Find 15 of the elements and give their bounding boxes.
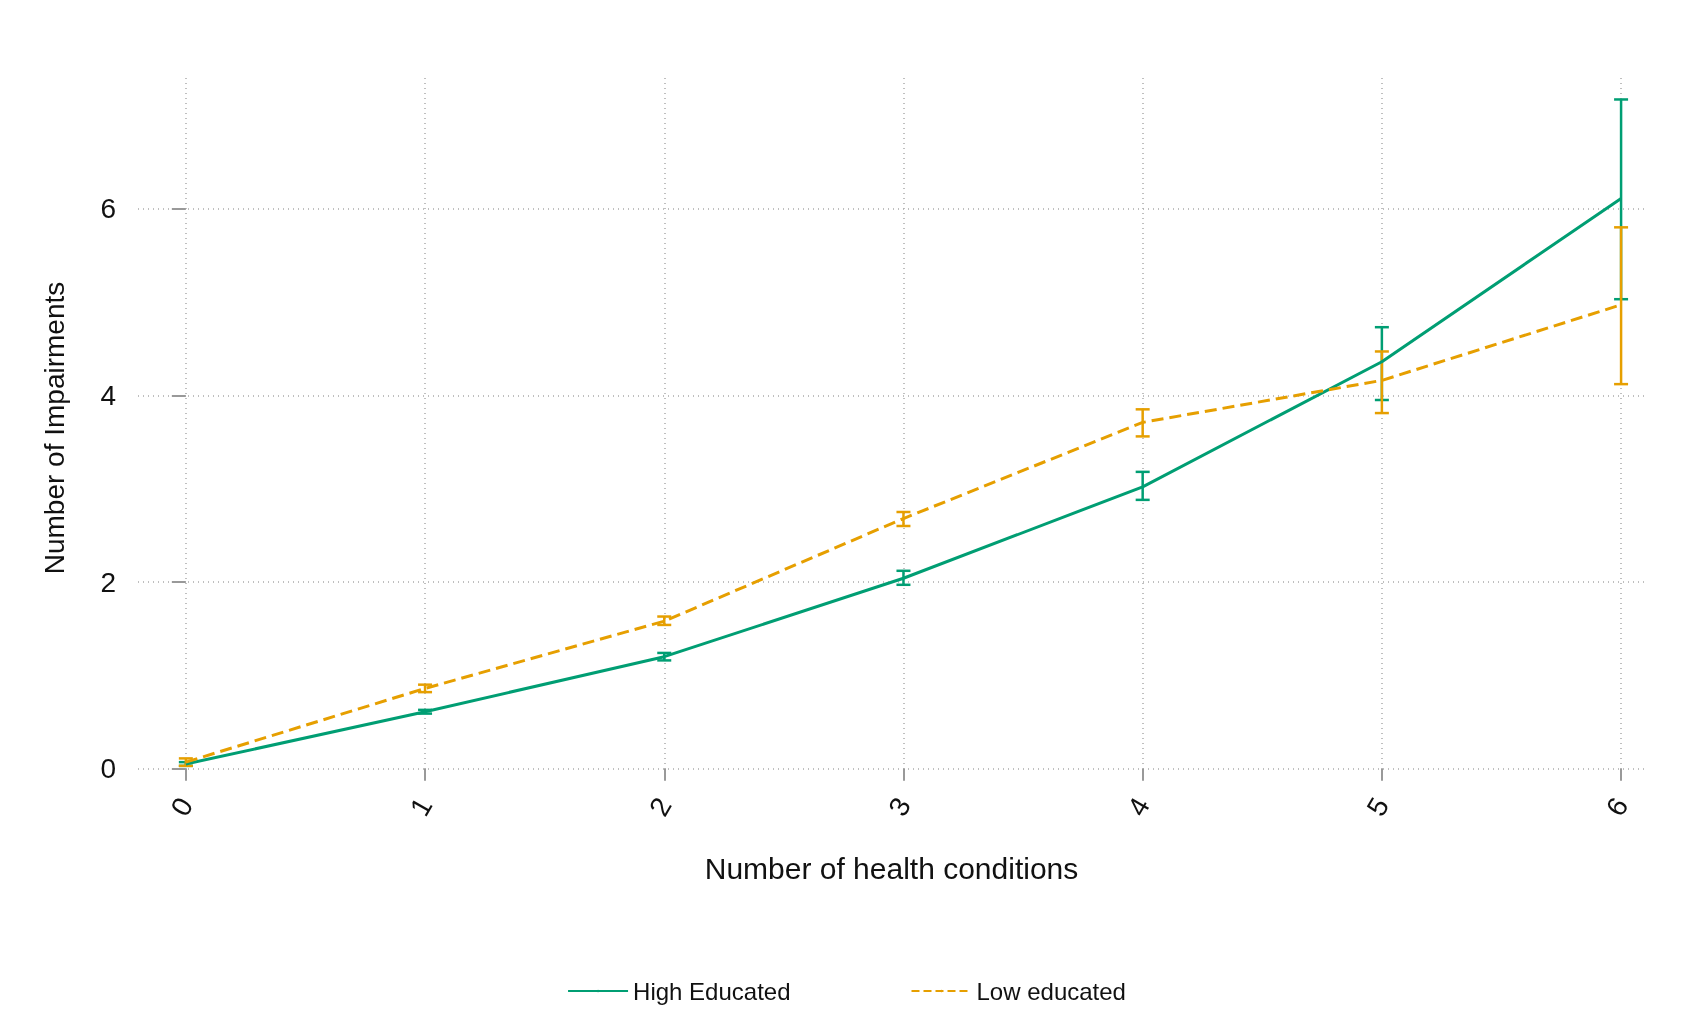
x-tick-label: 0 [164, 792, 200, 822]
x-tick-label: 3 [882, 792, 917, 822]
x-axis-title: Number of health conditions [704, 851, 1079, 885]
x-tick-label: 2 [643, 792, 678, 822]
x-tick-label: 5 [1360, 792, 1396, 822]
x-tick-label: 6 [1599, 792, 1635, 822]
y-tick-label: 4 [100, 379, 116, 411]
x-tick-label: 1 [403, 792, 439, 822]
y-tick-label: 2 [100, 566, 116, 598]
y-tick-label: 0 [100, 753, 116, 785]
y-axis-title: Number of Impairments [38, 281, 70, 575]
legend-label: High Educated [633, 977, 791, 1005]
x-tick-label: 4 [1121, 792, 1157, 822]
legend-label: Low educated [976, 977, 1126, 1005]
y-tick-label: 6 [100, 193, 116, 225]
